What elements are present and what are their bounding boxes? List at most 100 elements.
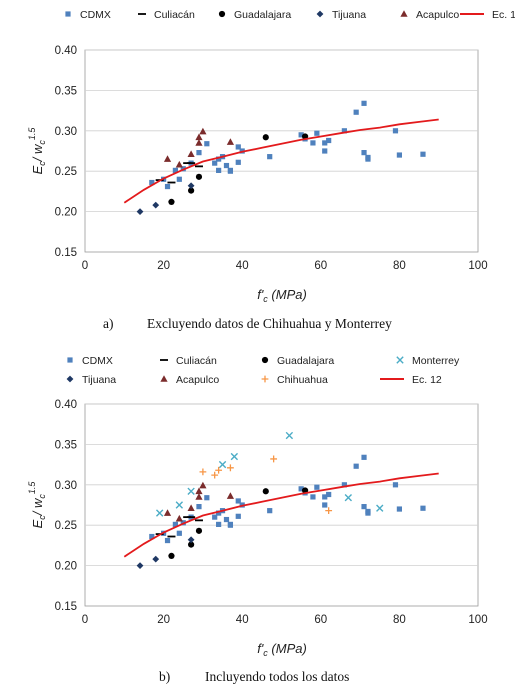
data-point bbox=[187, 182, 195, 190]
legend-swatch bbox=[396, 356, 404, 364]
x-tick-label: 100 bbox=[468, 614, 487, 626]
y-axis-label: Ec/ wc1.5 bbox=[27, 481, 47, 529]
data-point bbox=[195, 487, 203, 495]
legend-item-tijuana: Tijuana bbox=[66, 374, 116, 386]
data-point bbox=[155, 509, 164, 517]
legend-item-ec-12: Ec. 12 bbox=[380, 374, 442, 386]
series-monterrey bbox=[155, 431, 384, 517]
series-tijuana bbox=[136, 536, 195, 569]
data-point bbox=[164, 537, 171, 544]
data-point bbox=[195, 139, 203, 146]
data-point bbox=[176, 530, 182, 536]
y-tick-label: 0.35 bbox=[55, 85, 77, 97]
data-point bbox=[195, 493, 203, 500]
data-point bbox=[149, 179, 155, 186]
x-tick-label: 40 bbox=[236, 614, 249, 626]
data-point bbox=[353, 463, 359, 469]
data-point bbox=[267, 154, 273, 160]
x-tick-label: 0 bbox=[82, 260, 88, 272]
legend-item-culiacan: Culiacán bbox=[138, 9, 195, 21]
data-point bbox=[310, 494, 316, 500]
series-acapulco bbox=[163, 127, 235, 168]
data-point bbox=[326, 137, 332, 144]
data-point bbox=[230, 452, 239, 461]
legend-label: Tijuana bbox=[82, 374, 116, 386]
x-tick-label: 40 bbox=[236, 260, 249, 272]
data-point bbox=[168, 552, 175, 560]
data-point bbox=[199, 468, 207, 476]
data-point bbox=[235, 144, 241, 150]
data-point bbox=[325, 507, 333, 515]
caption-label: b) bbox=[159, 669, 170, 684]
legend-item-guadalajara: Guadalajara bbox=[261, 355, 334, 367]
data-point bbox=[164, 183, 171, 190]
legend-item-cdmx: CDMX bbox=[67, 355, 113, 367]
series-ec-12 bbox=[123, 472, 439, 558]
data-point bbox=[365, 508, 371, 515]
data-point bbox=[187, 487, 195, 495]
data-point bbox=[235, 513, 241, 519]
data-point bbox=[227, 522, 234, 528]
data-point bbox=[365, 154, 371, 161]
y-tick-label: 0.15 bbox=[55, 601, 77, 613]
x-tick-label: 60 bbox=[314, 614, 327, 626]
data-point bbox=[188, 187, 195, 194]
data-point bbox=[235, 498, 241, 504]
y-tick-label: 0.40 bbox=[55, 399, 77, 411]
data-point bbox=[204, 141, 210, 147]
legend-label: Guadalajara bbox=[234, 9, 291, 21]
legend-item-acapulco: Acapulco bbox=[400, 9, 459, 21]
x-tick-label: 0 bbox=[82, 614, 88, 626]
data-point bbox=[420, 151, 426, 157]
data-point bbox=[168, 198, 175, 206]
y-tick-label: 0.30 bbox=[55, 480, 77, 492]
data-point bbox=[212, 514, 218, 520]
legend-label: Tijuana bbox=[332, 9, 366, 21]
legend-item-acapulco: Acapulco bbox=[160, 374, 219, 386]
legend-item-culiacan: Culiacán bbox=[160, 355, 217, 367]
legend-swatch bbox=[218, 10, 226, 18]
legend-label: Guadalajara bbox=[277, 355, 334, 367]
data-point bbox=[322, 494, 328, 500]
data-point bbox=[322, 502, 328, 508]
data-point bbox=[310, 140, 316, 146]
data-point bbox=[267, 508, 273, 514]
data-point bbox=[396, 506, 402, 512]
y-tick-label: 0.20 bbox=[55, 561, 77, 573]
chart-b: 0.15 0.20 0.25 0.30 0.35 0.40 0 20 40 60 80 100 Ec/ … bbox=[27, 355, 488, 684]
data-point bbox=[195, 527, 203, 534]
legend-swatch bbox=[66, 375, 74, 383]
data-point bbox=[223, 162, 230, 169]
data-point bbox=[361, 100, 367, 106]
x-axis-label: f'c (MPa) bbox=[257, 641, 307, 658]
data-point bbox=[215, 466, 223, 474]
data-point bbox=[344, 494, 353, 502]
legend-label: Chihuahua bbox=[277, 374, 328, 386]
caption-label: a) bbox=[103, 316, 114, 331]
fit-curve bbox=[123, 118, 439, 204]
data-point bbox=[211, 471, 219, 479]
x-tick-label: 100 bbox=[468, 260, 487, 272]
legend-item-chihuahua: Chihuahua bbox=[261, 374, 328, 386]
legend-label: Ec. 12 bbox=[412, 374, 442, 386]
legend-swatch bbox=[160, 375, 168, 382]
series-ec-12 bbox=[123, 118, 439, 204]
x-tick-label: 80 bbox=[393, 260, 406, 272]
data-point bbox=[298, 132, 304, 138]
data-point bbox=[172, 167, 178, 173]
data-point bbox=[285, 431, 294, 440]
data-point bbox=[226, 492, 235, 499]
data-point bbox=[262, 134, 269, 141]
legend-swatch bbox=[261, 356, 269, 364]
data-point bbox=[341, 482, 347, 488]
data-point bbox=[187, 150, 195, 158]
data-point bbox=[199, 481, 207, 489]
data-point bbox=[322, 140, 328, 146]
legend-label: CDMX bbox=[80, 9, 111, 21]
data-point bbox=[204, 495, 210, 501]
chart-a: 0.15 0.20 0.25 0.30 0.35 0.40 0 20 40 60 80 100 Ec/ … bbox=[27, 9, 515, 331]
data-point bbox=[196, 504, 202, 510]
legend-item-monterrey: Monterrey bbox=[396, 355, 460, 367]
series-tijuana bbox=[136, 182, 195, 215]
